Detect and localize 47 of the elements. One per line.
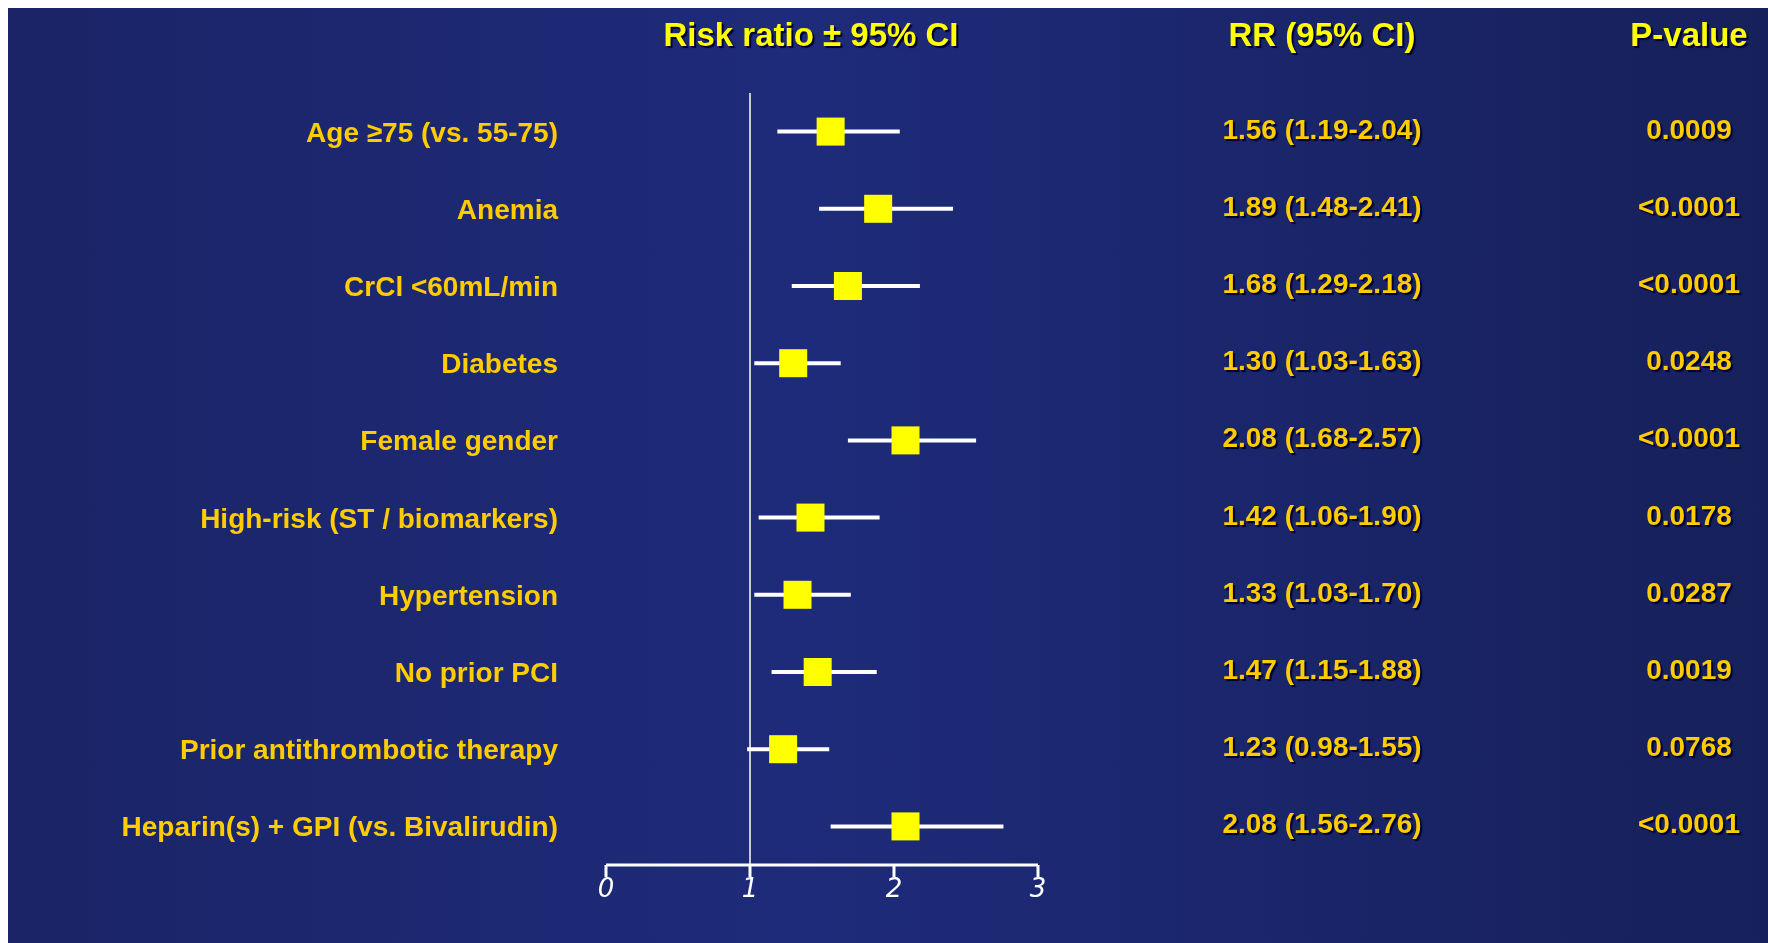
point (833, 272, 862, 300)
y-tick-label: High-risk (ST / biomarkers) (200, 502, 558, 534)
y-tick-label: Anemia (456, 193, 559, 225)
data-label: 1.42 (1.06-1.90) (1222, 499, 1422, 532)
text: RR (95% CI) (1228, 16, 1416, 54)
y-tick-label: Prior antithrombotic therapy (179, 734, 559, 766)
text: <0.0001 (1638, 268, 1740, 300)
data-label: 1.23 (0.98-1.55) (1222, 731, 1422, 764)
data-label: 1.30 (1.03-1.63) (1222, 345, 1422, 378)
x-tick-label: 1 (741, 873, 759, 904)
point (891, 426, 920, 455)
x-tick-label: 2 (885, 873, 903, 904)
point (803, 658, 832, 686)
text: P-value (1630, 16, 1748, 54)
text: 0.0009 (1646, 113, 1732, 146)
chart-title: Risk ratio ± 95% CI (663, 16, 959, 54)
point (816, 117, 845, 146)
point (769, 735, 798, 764)
point (783, 580, 812, 609)
point (779, 349, 808, 378)
data-label: 1.33 (1.03-1.70) (1222, 576, 1422, 609)
data-label: 1.89 (1.48-2.41) (1222, 190, 1422, 223)
text: <0.0001 (1638, 422, 1740, 455)
text: <0.0001 (1638, 190, 1740, 223)
data-label: 2.08 (1.68-2.57) (1222, 422, 1422, 455)
point (891, 812, 920, 841)
y-tick-label: No prior PCI (394, 656, 558, 688)
x-tick-label: 0 (597, 873, 615, 904)
y-tick-label: Female gender (360, 425, 559, 457)
text: 0.0287 (1646, 576, 1732, 609)
y-tick-label: Heparin(s) + GPI (vs. Bivalirudin) (121, 811, 558, 843)
data-label: 1.56 (1.19-2.04) (1222, 113, 1422, 146)
x-tick-label: 3 (1029, 873, 1047, 904)
point (864, 194, 893, 223)
data-label: 1.47 (1.15-1.88) (1222, 654, 1422, 686)
y-tick-label: CrCl <60mL/min (344, 270, 558, 302)
text: <0.0001 (1638, 808, 1740, 841)
data-label: 1.68 (1.29-2.18) (1222, 268, 1422, 300)
text: 0.0768 (1646, 731, 1732, 764)
data-label: 2.08 (1.56-2.76) (1222, 808, 1422, 841)
y-tick-label: Diabetes (441, 348, 558, 380)
y-tick-label: Hypertension (379, 579, 558, 611)
text: 0.0178 (1646, 499, 1732, 532)
text: 0.0248 (1646, 345, 1732, 378)
text: 0.0019 (1646, 654, 1732, 686)
y-tick-label: Age ≥75 (vs. 55-75) (306, 116, 558, 148)
point (796, 503, 825, 532)
